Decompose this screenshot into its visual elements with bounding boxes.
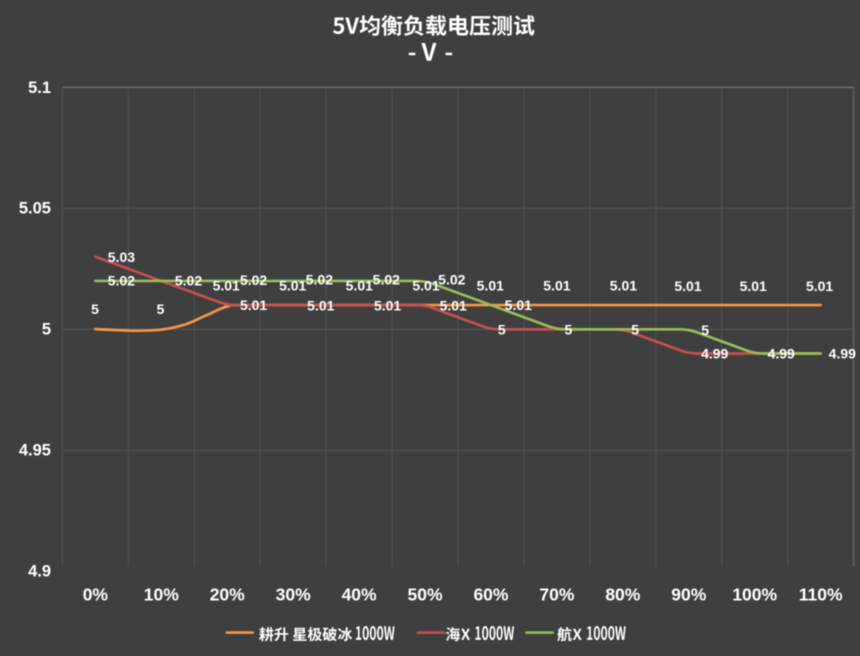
svg-text:100%: 100%: [732, 585, 777, 605]
svg-text:5: 5: [498, 322, 506, 338]
svg-text:5.01: 5.01: [374, 297, 401, 313]
svg-text:50%: 50%: [408, 585, 443, 605]
svg-text:30%: 30%: [276, 585, 311, 605]
svg-text:5.02: 5.02: [108, 273, 135, 289]
svg-text:4.99: 4.99: [829, 345, 856, 361]
svg-text:5.01: 5.01: [740, 278, 767, 294]
svg-text:10%: 10%: [144, 585, 179, 605]
svg-text:4.9: 4.9: [28, 563, 51, 581]
svg-text:5.03: 5.03: [108, 249, 135, 265]
svg-text:5: 5: [631, 322, 639, 338]
svg-text:5.01: 5.01: [543, 278, 570, 294]
svg-text:5.02: 5.02: [240, 272, 267, 288]
svg-text:5.01: 5.01: [440, 297, 467, 313]
svg-text:5.05: 5.05: [19, 200, 51, 218]
svg-text:5.01: 5.01: [505, 297, 532, 313]
svg-text:5: 5: [157, 301, 165, 317]
svg-text:5.1: 5.1: [28, 79, 51, 97]
svg-text:5.01: 5.01: [279, 278, 306, 294]
svg-text:5.01: 5.01: [610, 278, 637, 294]
svg-text:5.01: 5.01: [213, 278, 240, 294]
svg-text:5.01: 5.01: [477, 278, 504, 294]
svg-text:0%: 0%: [83, 585, 109, 605]
svg-text:5.02: 5.02: [438, 272, 465, 288]
svg-text:5.01: 5.01: [346, 278, 373, 294]
svg-text:5: 5: [701, 322, 709, 338]
svg-text:4.99: 4.99: [768, 345, 795, 361]
svg-text:5.02: 5.02: [306, 272, 333, 288]
svg-text:5.01: 5.01: [412, 278, 439, 294]
svg-text:90%: 90%: [671, 585, 706, 605]
svg-text:20%: 20%: [210, 585, 245, 605]
svg-text:5: 5: [91, 301, 99, 317]
svg-text:80%: 80%: [605, 585, 640, 605]
svg-text:110%: 110%: [799, 585, 843, 605]
svg-text:60%: 60%: [473, 585, 508, 605]
svg-text:70%: 70%: [539, 585, 574, 605]
svg-text:5: 5: [565, 322, 573, 338]
svg-text:5: 5: [42, 321, 51, 339]
svg-text:5.01: 5.01: [674, 278, 701, 294]
svg-text:5.01: 5.01: [806, 278, 833, 294]
svg-text:5.02: 5.02: [373, 272, 400, 288]
svg-text:5.01: 5.01: [240, 297, 267, 313]
svg-text:5.01: 5.01: [307, 297, 334, 313]
svg-text:4.99: 4.99: [701, 345, 728, 361]
svg-text:40%: 40%: [342, 585, 377, 605]
svg-text:5.02: 5.02: [175, 273, 202, 289]
svg-text:4.95: 4.95: [19, 441, 51, 459]
